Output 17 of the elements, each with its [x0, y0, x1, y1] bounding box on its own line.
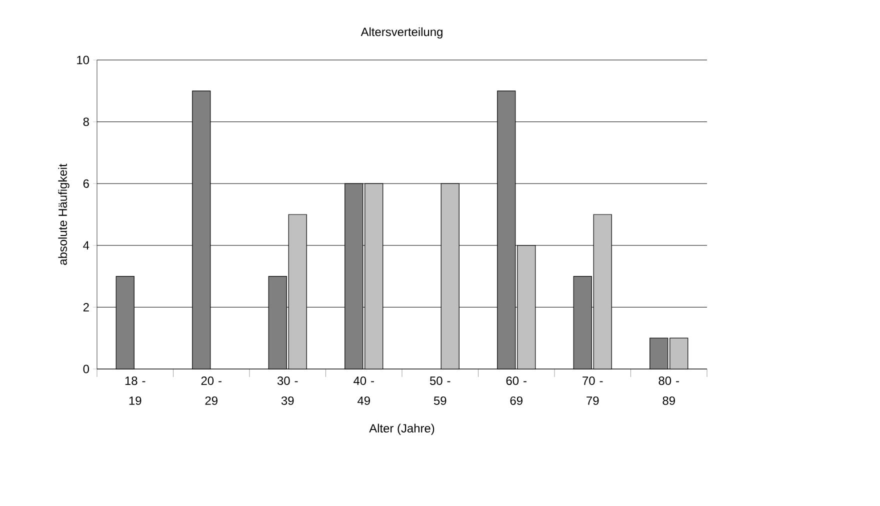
- x-tick-label: 20 - 29: [201, 376, 222, 405]
- y-tick-label: 2: [83, 303, 89, 312]
- x-axis-title: Alter (Jahre): [369, 424, 434, 435]
- x-tick-label: 50 - 59: [430, 376, 450, 405]
- y-tick-label: 6: [83, 179, 89, 188]
- x-tick-label: 60 - 69: [506, 376, 526, 405]
- x-tick-label: 18 - 19: [125, 376, 146, 405]
- y-tick-label: 4: [83, 241, 90, 250]
- x-tick-label: 80 - 89: [658, 376, 679, 405]
- x-tick-label: 30 - 39: [277, 376, 298, 405]
- y-tick-label: 10: [77, 56, 90, 64]
- y-tick-label: 8: [83, 118, 89, 126]
- x-tick-label: 70 - 79: [582, 376, 603, 405]
- chart-title: Altersverteilung: [360, 27, 442, 38]
- y-axis-title: absolute Häufigkeit: [58, 164, 70, 265]
- x-tick-label: 40 - 49: [354, 376, 374, 405]
- y-tick-label: 0: [83, 364, 90, 374]
